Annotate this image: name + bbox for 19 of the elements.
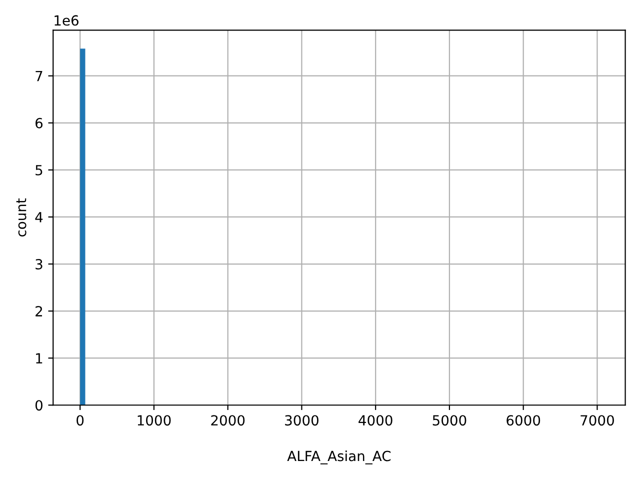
y-tick-label: 2 <box>36 306 42 316</box>
y-tick-label: 4 <box>35 212 43 222</box>
y-tick-label: 0 <box>35 400 42 411</box>
x-tick-label: 6000 <box>506 415 540 426</box>
y-axis-title: count <box>16 198 26 237</box>
y-tick-label: 6 <box>36 118 43 128</box>
x-tick-label: 7000 <box>580 415 614 426</box>
x-tick-label: 5000 <box>432 415 466 426</box>
x-tick-label: 3000 <box>285 415 318 426</box>
y-tick-label: 3 <box>36 258 42 270</box>
x-tick-label: 0 <box>76 415 84 426</box>
x-tick-label: 4000 <box>358 415 392 426</box>
y-tick-label: 7 <box>36 71 42 82</box>
text: 1e6 <box>54 15 78 26</box>
x-tick-label: 2000 <box>211 415 245 426</box>
x-tick-label: 1000 <box>138 415 171 426</box>
x-axis-title: ALFA_Asian_AC <box>287 450 391 464</box>
y-tick-label: 5 <box>36 165 42 176</box>
y-tick-label: 1 <box>36 353 42 364</box>
